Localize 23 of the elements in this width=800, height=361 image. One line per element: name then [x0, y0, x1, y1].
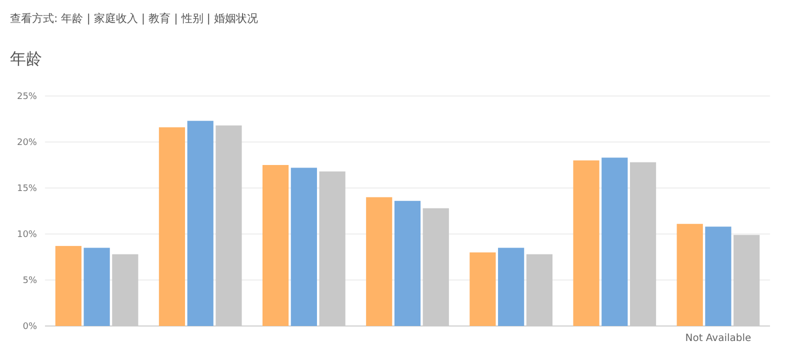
y-tick-label: 15% — [16, 184, 38, 194]
y-tick-label: 5% — [22, 276, 38, 286]
bar — [676, 224, 703, 326]
y-tick-label: 10% — [16, 230, 38, 240]
x-tick-label: Not Available — [685, 333, 752, 344]
y-tick-label: 25% — [16, 92, 38, 102]
y-tick-label: 0% — [22, 322, 38, 332]
bar — [394, 200, 421, 326]
bar — [366, 197, 392, 326]
bar — [602, 158, 628, 326]
bar — [187, 120, 214, 326]
bar — [290, 168, 317, 326]
bar — [55, 246, 82, 326]
text: 查看方式: 年龄 | 家庭收入 | 教育 | 性别 | 婚姻状况 — [10, 12, 258, 25]
bar — [262, 165, 289, 326]
bar — [498, 248, 524, 326]
bar — [158, 127, 186, 326]
bar — [84, 248, 110, 326]
bar — [573, 160, 600, 326]
chart-title: 年龄 — [10, 49, 42, 68]
bar — [705, 226, 732, 326]
y-tick-label: 20% — [16, 138, 38, 148]
bar — [470, 252, 496, 326]
